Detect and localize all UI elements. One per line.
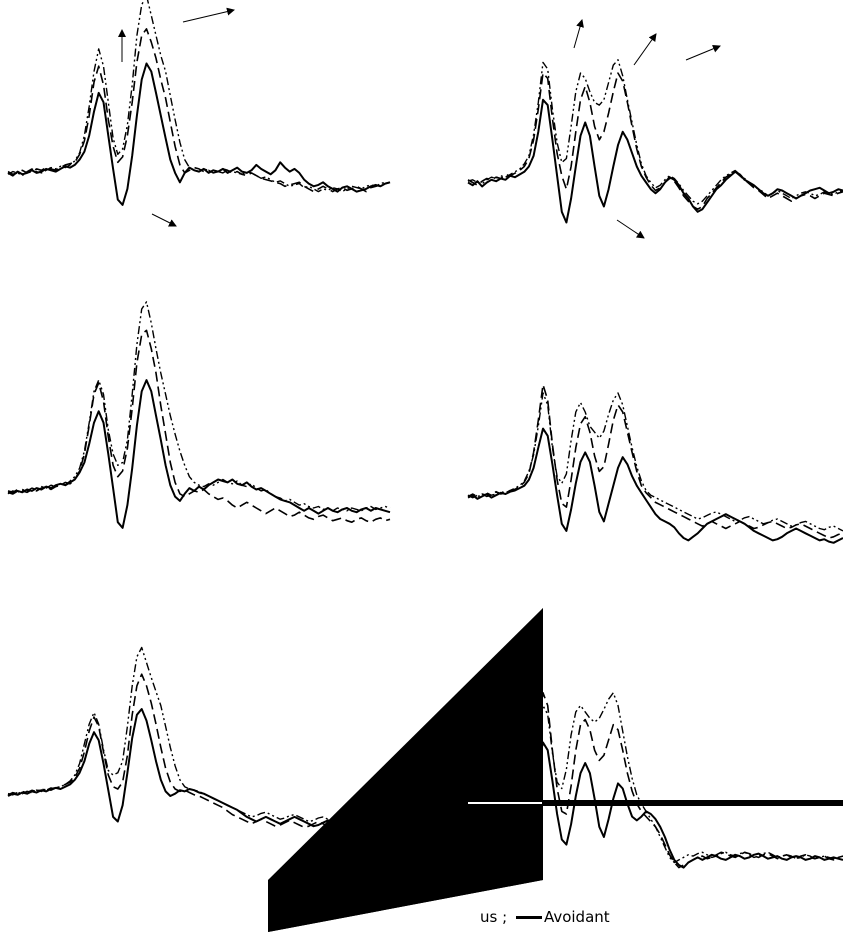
panel-3-series-dash — [7, 329, 391, 523]
arrow-right-main-peak — [182, 7, 235, 23]
occluding-wedge-body — [268, 608, 543, 932]
panel-4-series-dash — [467, 383, 843, 539]
panel-3-series-solid — [7, 379, 391, 529]
arrow-down-p2-trough — [616, 219, 645, 239]
panel-3 — [7, 301, 391, 529]
panel-4-series-dashdotdot — [467, 392, 843, 532]
panel-2 — [467, 59, 843, 224]
arrow-up-p2-first — [573, 19, 584, 49]
panel-4-series-solid — [467, 427, 843, 544]
panel-5 — [7, 646, 391, 830]
panel-1-series-dash — [7, 28, 391, 193]
legend-solid-swatch — [515, 916, 542, 919]
legend: us ; Avoidant — [480, 908, 610, 926]
arrow-right-p2-third — [685, 44, 721, 61]
panel-2-series-solid — [467, 98, 843, 224]
panel-5-series-solid — [7, 708, 391, 828]
legend-entry-avoidant: Avoidant — [543, 908, 610, 926]
panel-3-series-dashdotdot — [7, 301, 391, 512]
panel-1-series-solid — [7, 62, 391, 206]
panel-4 — [467, 383, 843, 544]
arrow-down-trough — [151, 213, 177, 227]
panel-1-series-dashdotdot — [7, 0, 391, 193]
panel-5-series-dashdotdot — [7, 646, 391, 824]
horizontal-bar-gap — [468, 802, 542, 804]
horizontal-bar — [468, 800, 843, 806]
panel-2-series-dash — [467, 72, 843, 210]
panel-1 — [7, 0, 391, 206]
panel-2-series-dashdotdot — [467, 59, 843, 205]
arrow-up-p2-second — [633, 33, 657, 66]
annotation-arrows — [118, 7, 721, 239]
panel-5-series-dash — [7, 673, 391, 830]
legend-partial-label: us ; — [480, 908, 508, 926]
